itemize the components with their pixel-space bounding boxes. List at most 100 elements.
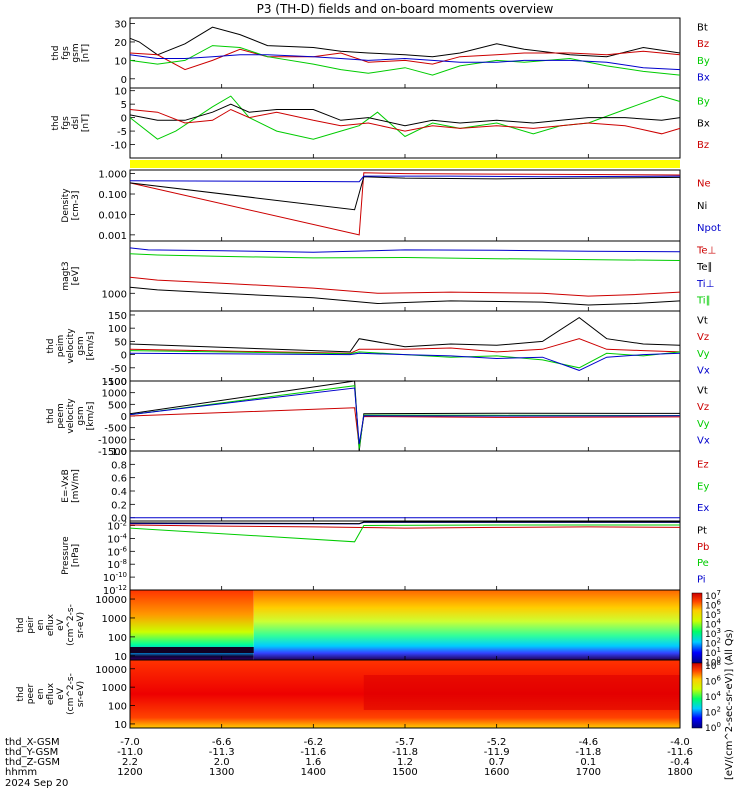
ytick-label-peir: 10000 <box>95 595 127 606</box>
series-peim_velocity-Vt <box>129 316 681 353</box>
series-temperature-Ti⊥ <box>129 247 681 253</box>
xaxis-value: -11.8 <box>392 747 418 758</box>
ytick-label-peem_velocity: 1000 <box>102 389 127 400</box>
frame-efield <box>129 450 681 522</box>
xaxis-value: -11.6 <box>667 747 693 758</box>
ytick-label-peer: 10000 <box>95 665 127 676</box>
legend-temperature-2: Ti⊥ <box>696 279 714 290</box>
legend-pressure-0: Pt <box>697 525 707 536</box>
legend-pressure-2: Pe <box>697 558 709 569</box>
colorbar: 107106105104103102101100108106104102100 … <box>691 589 735 780</box>
xaxis-value: -5.7 <box>395 737 415 748</box>
ytick-label-fgs_gsm: 0 <box>121 75 127 86</box>
legend-fgs_dsl-2: Bz <box>697 140 709 151</box>
legend-temperature-0: Te⊥ <box>696 246 716 257</box>
xaxis-value: 1.6 <box>305 757 321 768</box>
heatmap-peir-right <box>253 590 680 660</box>
ylabel-fgs_gsm: thdfgsgsm[nT] <box>51 43 91 62</box>
xaxis-value: 0.1 <box>580 757 596 768</box>
ytick-label-pressure: 10-12 <box>103 584 127 597</box>
xaxis-value: 1300 <box>209 767 234 778</box>
xaxis-date: 2024 Sep 20 <box>5 778 68 789</box>
legend-peem_velocity-3: Vx <box>697 436 710 447</box>
legend-pressure-1: Pb <box>697 542 709 553</box>
ylabel-density: Density[cm-3] <box>61 188 81 223</box>
ytick-label-peim_velocity: 50 <box>114 337 127 348</box>
xaxis-row-label: thd_Z-GSM <box>5 757 60 768</box>
panel-fgs_gsm: thdfgsgsm[nT] 30 20 10 0 Bt Bz By Bx <box>51 17 710 89</box>
xaxis-row-label: thd_Y-GSM <box>5 747 58 758</box>
ytick-label-efield: 0.8 <box>111 460 127 471</box>
plot-title: P3 (TH-D) fields and on-board moments ov… <box>257 2 554 16</box>
ytick-label-peim_velocity: 100 <box>108 324 127 335</box>
ytick-label-peir: 1000 <box>102 614 127 625</box>
frame-fgs_gsm <box>129 17 681 89</box>
xaxis-value: 2.0 <box>214 757 230 768</box>
cbar-tick-peer: 100 <box>705 721 721 734</box>
legend-temperature-1: Te∥ <box>696 262 713 273</box>
cbar-tick-peer: 104 <box>705 690 721 703</box>
legend-peim_velocity-2: Vy <box>697 349 710 360</box>
ytick-label-pressure: 10-4 <box>107 532 127 545</box>
xaxis-value: -11.6 <box>300 747 326 758</box>
ytick-label-efield: 0.6 <box>111 474 127 485</box>
xaxis-value: -4.6 <box>579 737 599 748</box>
ytick-label-temperature: 1000 <box>102 289 127 300</box>
ylabel-peim_velocity: thdpeimvelocitygsm[km/s] <box>46 328 96 364</box>
legend-density-1: Ni <box>697 201 707 212</box>
series-peim_velocity-Vy <box>129 350 681 369</box>
xaxis-value: 1500 <box>392 767 417 778</box>
ytick-label-efield: 0.0 <box>111 514 127 525</box>
ylabel-peem_velocity: thdpeemvelocitygsm[km/s] <box>46 398 96 434</box>
ytick-label-pressure: 10-6 <box>107 545 127 558</box>
frame-fgs_dsl <box>129 87 681 159</box>
legend-fgs_gsm-1: Bz <box>697 39 709 50</box>
legend-fgs_gsm-0: Bt <box>697 23 708 34</box>
ylabel-peir: thdpeirenefluxeV(cm^2-s-sr-eV) <box>16 604 86 646</box>
legend-peem_velocity-2: Vy <box>697 419 710 430</box>
legend-temperature-3: Ti∥ <box>696 296 711 307</box>
ytick-label-fgs_dsl: -10 <box>111 141 127 152</box>
ylabel-temperature: magt3[eV] <box>61 261 81 290</box>
ytick-label-peem_velocity: 0 <box>121 412 127 423</box>
ytick-label-fgs_gsm: 20 <box>114 38 127 49</box>
ytick-label-fgs_dsl: -5 <box>117 127 127 138</box>
ytick-label-pressure: 10-10 <box>103 571 127 584</box>
ytick-label-density: 1.000 <box>98 170 127 181</box>
panel-fgs_dsl: thdfgsdsl[nT] 10 5 0 -5 -10 By Bx Bz <box>51 87 710 159</box>
ytick-label-peim_velocity: 0 <box>121 351 127 362</box>
ytick-label-peem_velocity: 500 <box>108 400 127 411</box>
legend-efield-2: Ex <box>697 503 709 514</box>
panel-efield: E=-VxB[mV/m] 1.0 0.8 0.6 0.4 0.2 0.0 Ez Ey Ex <box>61 447 709 525</box>
legend-peim_velocity-1: Vz <box>697 332 709 343</box>
ytick-label-peir: 10 <box>114 652 127 663</box>
status-bar <box>130 160 680 168</box>
series-peim_velocity-Vz <box>129 338 681 354</box>
ytick-label-peem_velocity: -1500 <box>98 447 127 458</box>
legend-pressure-3: Pi <box>697 575 706 586</box>
cbar-tick-peir: 101 <box>705 646 721 659</box>
legend-fgs_dsl-0: By <box>697 96 710 107</box>
legend-efield-1: Ey <box>697 481 709 492</box>
series-fgs_gsm-By <box>129 45 681 76</box>
legend-efield-0: Ez <box>697 459 709 470</box>
cbar-tick-peer: 108 <box>705 659 721 672</box>
legend-density-2: Npot <box>697 223 721 234</box>
series-pressure-Pb <box>129 524 681 529</box>
ytick-label-efield: 0.2 <box>111 500 127 511</box>
panel-peem_velocity: thdpeemvelocitygsm[km/s] 150010005000-500… <box>46 377 710 458</box>
xaxis-value: -4.0 <box>670 737 690 748</box>
cbar-tick-peer: 102 <box>705 706 721 719</box>
xaxis-value: -11.8 <box>575 747 601 758</box>
series-peem_velocity-Vx <box>129 387 681 445</box>
panel-temperature: magt3[eV] 1000 Te⊥ Te∥ Ti⊥ Ti∥ <box>61 240 716 312</box>
ytick-label-pressure: 10-8 <box>107 558 127 571</box>
series-pressure-Pt <box>129 521 680 525</box>
series-peim_velocity-Vx <box>129 352 681 371</box>
series-fgs_dsl-Bz <box>129 108 681 135</box>
ylabel-peer: thdpeerenefluxeV(cm^2-s-sr-eV) <box>16 673 86 715</box>
legend-fgs_dsl-1: Bx <box>697 118 710 129</box>
ytick-label-efield: 1.0 <box>111 447 127 458</box>
